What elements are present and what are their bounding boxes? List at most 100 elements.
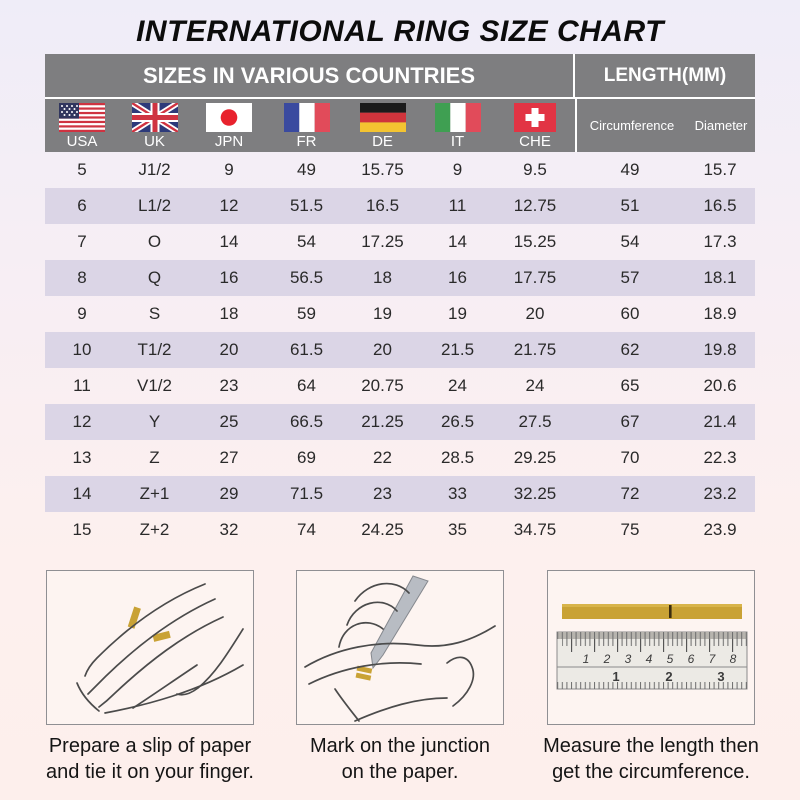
table-row: 5 J1/2 9 49 15.75 9 9.5 49 15.7: [45, 152, 755, 188]
table-cell: 19: [448, 304, 467, 323]
table-cell: 19.8: [703, 340, 737, 359]
table-cell: 9: [77, 304, 87, 323]
table-cell: 14: [219, 232, 239, 251]
length-group-header: LENGTH(MM): [603, 65, 727, 86]
length-subheaders: Circumference Diameter: [575, 99, 755, 152]
switzerland-flag-icon: [514, 103, 556, 132]
table-cell: 18: [373, 268, 392, 287]
table-cell: 54: [297, 232, 316, 251]
table-cell: 23: [219, 376, 239, 395]
table-cell: 11: [448, 196, 467, 215]
table-cell: 62: [620, 340, 640, 359]
table-row: 7 O 14 54 17.25 14 15.25 54 17.3: [45, 224, 755, 260]
size-table-body: 5 J1/2 9 49 15.75 9 9.5 49 15.7 6 L1/2 12 51.5 16.5 11…: [45, 152, 755, 548]
table-cell: 51.5: [289, 196, 324, 215]
table-cell: 15.7: [703, 160, 737, 179]
caption-line: Prepare a slip of paper: [48, 735, 252, 757]
table-row: 11 V1/2 23 64 20.75 24 24 65 20.6: [45, 368, 755, 404]
table-cell: 23.2: [703, 484, 737, 503]
ruler-cm-7: 7: [709, 652, 717, 666]
table-row: 15 Z+2 32 74 24.25 35 34.75 75 23.9: [45, 512, 755, 548]
ruler-inch-2: 2: [665, 669, 672, 684]
table-cell: 21.5: [440, 340, 475, 359]
instruction-caption-prepare: Prepare a slip of paper and tie it on yo…: [19, 733, 281, 785]
table-cell: 24.25: [361, 520, 404, 539]
table-row: 12 Y 25 66.5 21.25 26.5 27.5 67 21.4: [45, 404, 755, 440]
table-cell: 15.25: [513, 232, 557, 251]
table-cell: 24: [448, 376, 467, 395]
caption-line: get the circumference.: [552, 761, 750, 783]
column-header-de: DE: [345, 99, 420, 152]
table-cell: 9: [452, 160, 463, 179]
table-cell: 75: [620, 520, 640, 539]
column-header-it: IT: [420, 99, 495, 152]
table-cell: 18.1: [703, 268, 737, 287]
table-cell: 49: [620, 160, 640, 179]
table-row: 13 Z 27 69 22 28.5 29.25 70 22.3: [45, 440, 755, 476]
size-data-table: 5 J1/2 9 49 15.75 9 9.5 49 15.7 6 L1/2 12 51.5 16.5 11…: [45, 152, 755, 548]
ruler-inch-1: 1: [612, 669, 619, 684]
column-label-jpn: JPN: [214, 133, 244, 150]
table-cell: 27.5: [518, 412, 552, 431]
japan-flag-icon: [206, 103, 252, 132]
instruction-card-prepare: Prepare a slip of paper and tie it on yo…: [46, 570, 254, 783]
table-cell: 8: [77, 268, 87, 287]
table-cell: 54: [620, 232, 640, 251]
table-cell: 23: [373, 484, 392, 503]
uk-flag-icon: [131, 103, 178, 132]
table-cell: 24: [525, 376, 545, 395]
table-cell: 17.75: [513, 268, 557, 287]
table-cell: 17.25: [361, 232, 404, 251]
table-cell: Q: [147, 268, 162, 287]
table-cell: 18.9: [703, 304, 737, 323]
column-header-diameter: Diameter: [694, 118, 748, 133]
table-cell: 20: [525, 304, 545, 323]
column-label-de: DE: [372, 133, 393, 150]
france-flag-icon: [283, 103, 330, 132]
germany-flag-icon: [359, 103, 406, 132]
table-cell: 34.75: [513, 520, 557, 539]
ruler-cm-2: 2: [603, 652, 611, 666]
table-cell: 27: [219, 448, 239, 467]
table-cell: 16: [448, 268, 467, 287]
table-cell: 21.75: [513, 340, 557, 359]
table-cell: 15: [72, 520, 92, 539]
ruler-cm-8: 8: [730, 652, 737, 666]
table-cell: 19: [373, 304, 392, 323]
table-cell: 26.5: [440, 412, 475, 431]
table-cell: 20.6: [703, 376, 737, 395]
table-cell: 69: [297, 448, 316, 467]
table-cell: 12.75: [513, 196, 557, 215]
table-cell: 6: [77, 196, 87, 215]
instruction-caption-measure: Measure the length then get the circumfe…: [520, 733, 782, 785]
column-label-it: IT: [450, 133, 465, 150]
size-table: SIZES IN VARIOUS COUNTRIES LENGTH(MM): [45, 54, 755, 548]
table-cell: 20: [219, 340, 239, 359]
ruler-measuring-icon: 1 2 3 4 5 6 7 8 1 2 3: [556, 604, 748, 690]
hand-marking-paper-illustration: [296, 570, 504, 725]
table-cell: J1/2: [138, 160, 171, 179]
table-cell: 59: [297, 304, 316, 323]
table-row: 6 L1/2 12 51.5 16.5 11 12.75 51 16.5: [45, 188, 755, 224]
table-cell: 23.9: [703, 520, 737, 539]
table-cell: 14: [448, 232, 467, 251]
table-cell: 17.3: [703, 232, 737, 251]
table-cell: 25: [219, 412, 239, 431]
hand-with-paper-strip-icon: [76, 583, 244, 714]
column-label-usa: USA: [66, 133, 98, 150]
table-cell: O: [147, 232, 162, 251]
hand-marking-paper-icon: [304, 575, 496, 722]
table-cell: 7: [77, 232, 87, 251]
table-cell: 56.5: [289, 268, 324, 287]
table-cell: 32.25: [513, 484, 557, 503]
table-cell: 20: [373, 340, 392, 359]
table-cell: 51: [620, 196, 640, 215]
caption-line: Measure the length then: [543, 735, 759, 757]
table-cell: 66.5: [289, 412, 324, 431]
ruler-cm-1: 1: [583, 652, 590, 666]
table-cell: 16.5: [703, 196, 737, 215]
table-cell: 16: [219, 268, 239, 287]
table-cell: L1/2: [137, 196, 172, 215]
countries-group-header: SIZES IN VARIOUS COUNTRIES: [45, 54, 575, 97]
